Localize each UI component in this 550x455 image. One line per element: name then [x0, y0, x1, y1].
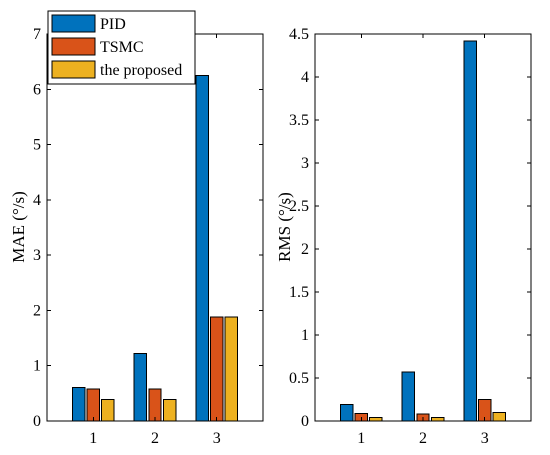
mae-y-axis-title: MAE (°/s)	[9, 191, 28, 263]
mae-chart-panel: MAE (°/s) 0 1 2 3 4 5 6 7 1 2 3 PID TSMC the proposed	[9, 10, 264, 447]
rms-y-tick-label: 2.5	[289, 198, 309, 215]
rms-y-axis-title: RMS (°/s)	[275, 192, 294, 262]
legend: PID TSMC the proposed	[47, 10, 196, 85]
mae-y-tick-label: 7	[33, 26, 41, 43]
rms-bar-the-proposed-3	[492, 411, 506, 422]
mae-x-tick-label: 2	[151, 430, 159, 447]
rms-bar-the-proposed-1	[369, 417, 383, 422]
rms-y-tick-label: 2	[301, 241, 309, 258]
mae-y-tick-label: 1	[33, 358, 41, 375]
rms-y-tick-label: 4	[301, 69, 309, 86]
legend-swatch-pid	[51, 14, 96, 33]
legend-swatch-the-proposed	[51, 60, 96, 79]
rms-axes-box	[314, 33, 532, 422]
rms-y-tick-label: 3	[301, 155, 309, 172]
mae-bar-pid-2	[133, 353, 148, 422]
rms-x-tick-label: 3	[481, 430, 489, 447]
mae-y-tick-label: 0	[33, 413, 41, 430]
rms-bar-pid-3	[463, 40, 477, 422]
rms-bar-pid-2	[401, 371, 416, 422]
rms-bar-pid-1	[340, 404, 354, 422]
rms-chart-panel: RMS (°/s) 0 0.5 1 1.5 2 2.5 3 3.5 4 4.5 1 2 3	[275, 26, 532, 447]
mae-x-tick-label: 3	[213, 430, 221, 447]
rms-y-tick-label: 0	[301, 413, 309, 430]
rms-x-tick-label: 1	[357, 430, 365, 447]
legend-label: PID	[100, 16, 126, 33]
mae-y-tick-label: 3	[33, 247, 41, 264]
mae-x-tick-label: 1	[89, 430, 97, 447]
mae-bar-tsmc-3	[210, 316, 224, 422]
rms-bar-the-proposed-2	[430, 417, 445, 422]
mae-y-tick-label: 6	[33, 81, 41, 98]
mae-bar-pid-1	[72, 386, 86, 422]
rms-x-tick-label: 2	[419, 430, 427, 447]
mae-bar-tsmc-2	[148, 388, 162, 422]
legend-label: TSMC	[100, 39, 144, 56]
mae-y-tick-label: 5	[33, 137, 41, 154]
mae-bar-the-proposed-2	[162, 398, 177, 422]
mae-bar-the-proposed-3	[224, 316, 238, 422]
rms-y-tick-label: 0.5	[289, 370, 309, 387]
rms-y-tick-label: 4.5	[289, 26, 309, 43]
mae-y-tick-label: 2	[33, 302, 41, 319]
mae-y-tick-label: 4	[33, 192, 41, 209]
rms-y-tick-label: 1	[301, 327, 309, 344]
legend-swatch-tsmc	[51, 37, 96, 56]
rms-y-tick-label: 3.5	[289, 112, 309, 129]
mae-bar-pid-3	[195, 74, 209, 422]
mae-bar-the-proposed-1	[101, 398, 115, 422]
mae-bar-tsmc-1	[86, 388, 100, 422]
rms-y-tick-label: 1.5	[289, 284, 309, 301]
legend-label: the proposed	[100, 62, 182, 79]
